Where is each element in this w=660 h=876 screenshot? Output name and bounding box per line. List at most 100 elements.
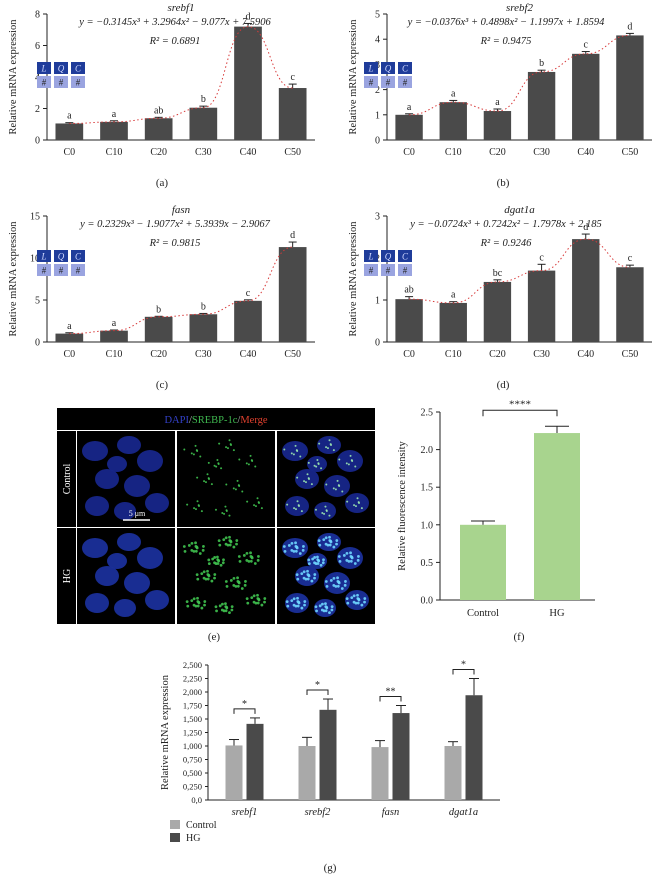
- significance-box: [54, 264, 68, 276]
- nucleus: [324, 572, 350, 594]
- significance-letter: c: [584, 40, 589, 51]
- significance-mark: #: [42, 266, 47, 276]
- srebp-signal: [207, 562, 211, 565]
- regression-equation: y = −0.0376x³ + 0.4898x² − 1.1997x + 1.8…: [407, 17, 606, 28]
- x-tick-label: C30: [533, 349, 550, 360]
- srebp-signal: [249, 555, 253, 558]
- srebp-signal: [250, 596, 254, 600]
- srebp-signal: [313, 556, 317, 559]
- x-tick-label: HG: [549, 608, 565, 619]
- panel-g: 0,0 0,250 0,500 0,750 1,000 1,250 1,500 1,750 2,…: [160, 660, 500, 874]
- panel-caption: (d): [497, 379, 510, 391]
- srebp-signal: [260, 603, 264, 607]
- srebp-signal: [347, 559, 351, 563]
- srebp-signal: [193, 507, 196, 510]
- legend-swatch: [170, 833, 180, 842]
- srebp-signal: [213, 576, 216, 580]
- srebp-signal: [221, 511, 224, 514]
- srebp-signal: [225, 584, 229, 588]
- srebp-signal: [237, 555, 241, 558]
- x-tick-label: C50: [622, 147, 639, 158]
- srebp-signal: [186, 604, 190, 608]
- srebp-signal: [192, 549, 196, 553]
- nucleus: [114, 502, 136, 520]
- x-tick-label: C20: [150, 349, 167, 360]
- srebp-signal: [341, 490, 344, 493]
- significance-letter: a: [495, 97, 500, 108]
- srebp-signal: [325, 509, 328, 512]
- x-tick-label: C0: [63, 349, 75, 360]
- srebp-signal: [213, 464, 216, 467]
- contrast-box: [364, 62, 378, 74]
- srebp-signal: [247, 463, 250, 466]
- x-tick-label: C30: [195, 147, 212, 158]
- nucleus: [345, 590, 369, 610]
- srebp-signal: [315, 609, 318, 613]
- significance-bracket: [452, 669, 475, 675]
- contrast-box: [54, 250, 68, 262]
- srebp-signal: [325, 446, 328, 449]
- srebp-signal: [190, 542, 194, 545]
- srebp-signal: [316, 555, 319, 559]
- srebp-signal: [294, 508, 297, 511]
- srebp-signal: [295, 449, 298, 452]
- srebp-signal: [203, 480, 206, 483]
- srebp-signal: [318, 543, 322, 547]
- bar: [572, 239, 600, 342]
- legend-label: Control: [186, 820, 217, 831]
- srebp-signal: [313, 464, 316, 467]
- r-squared: R² = 0.6891: [149, 36, 201, 47]
- panel-caption: (c): [156, 379, 169, 391]
- significance-letter: b: [156, 304, 161, 315]
- significance-bracket: [233, 708, 256, 714]
- nucleus: [337, 547, 363, 569]
- bar: [100, 330, 128, 342]
- nucleus: [95, 566, 119, 586]
- srebp-signal: [303, 480, 306, 483]
- srebp-signal: [326, 447, 329, 450]
- srebp-signal: [213, 573, 217, 576]
- y-tick-label: 1,750: [183, 701, 202, 711]
- bar: [225, 745, 243, 800]
- significance-box: [381, 76, 395, 88]
- srebp-signal: [350, 596, 354, 600]
- bar: [439, 102, 467, 140]
- significance-mark: #: [59, 266, 64, 276]
- srebp-signal: [317, 539, 321, 543]
- nucleus: [345, 493, 369, 513]
- srebp-signal: [296, 500, 299, 503]
- srebp-signal: [318, 442, 321, 445]
- bar: [465, 695, 483, 800]
- srebp-signal: [347, 463, 350, 466]
- srebp-signal: [256, 601, 260, 605]
- srebp-signal: [225, 509, 228, 512]
- bar: [189, 314, 218, 342]
- srebp-signal: [316, 562, 320, 565]
- srebp-signal: [207, 461, 210, 464]
- x-tick-label: C50: [284, 147, 301, 158]
- significance-box: [37, 76, 51, 88]
- srebp-signal: [345, 462, 348, 465]
- srebp-signal: [354, 601, 358, 605]
- srebp-signal: [186, 503, 189, 506]
- microscopy-header: DAPI/SREBP-1c/Merge: [164, 415, 267, 426]
- srebp-signal: [321, 561, 325, 565]
- significance-letter: b: [201, 94, 206, 105]
- y-tick-label: 6: [35, 41, 40, 52]
- x-tick-label: fasn: [382, 807, 400, 818]
- srebp-signal: [245, 552, 249, 555]
- y-tick-label: 1: [375, 110, 380, 121]
- contrast-box: [381, 62, 395, 74]
- scale-bar-label: 5 μm: [129, 509, 146, 518]
- contrast-label: L: [367, 64, 373, 74]
- srebp-signal: [218, 442, 221, 445]
- srebp-signal: [194, 549, 198, 553]
- srebp-signal: [297, 504, 300, 507]
- srebp-signal: [228, 514, 231, 517]
- srebp-signal: [302, 545, 305, 548]
- y-tick-label: 15: [30, 212, 40, 223]
- significance-mark: #: [386, 266, 391, 276]
- significance-letter: d: [627, 21, 632, 32]
- srebp-signal: [183, 448, 186, 451]
- contrast-label: Q: [385, 252, 392, 262]
